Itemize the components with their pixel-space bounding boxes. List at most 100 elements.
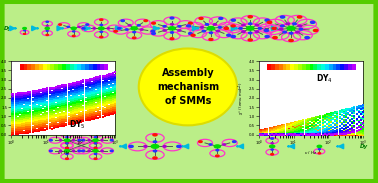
Point <box>339 126 345 129</box>
Point <box>343 110 349 113</box>
Point <box>271 133 277 136</box>
Point <box>324 133 330 136</box>
Circle shape <box>287 27 295 30</box>
Point <box>36 109 42 112</box>
Point <box>89 99 95 102</box>
Point <box>313 133 319 136</box>
Point <box>318 124 324 127</box>
Point <box>356 130 362 133</box>
Point <box>345 126 351 129</box>
Point <box>15 97 21 100</box>
Point <box>70 111 76 114</box>
Circle shape <box>318 153 321 154</box>
Point <box>91 78 97 81</box>
Point <box>57 90 63 93</box>
Point <box>49 107 55 110</box>
Point <box>19 130 25 133</box>
Point <box>61 102 67 105</box>
Point <box>341 131 347 134</box>
Point <box>296 133 302 136</box>
Point <box>68 102 74 105</box>
Point <box>332 118 338 121</box>
Point <box>70 81 76 84</box>
Point <box>324 131 330 134</box>
Point <box>44 104 50 107</box>
Point <box>326 133 332 136</box>
Point <box>356 106 362 109</box>
Point <box>12 105 19 108</box>
Circle shape <box>72 35 75 37</box>
Point <box>294 129 300 132</box>
Circle shape <box>121 20 124 22</box>
Point <box>319 133 325 136</box>
Point <box>49 110 55 113</box>
Point <box>345 133 351 136</box>
Point <box>296 121 302 124</box>
Point <box>53 111 59 114</box>
Point <box>36 98 42 101</box>
Point <box>279 133 285 136</box>
Point <box>292 122 298 125</box>
Bar <box>333 64 336 70</box>
Point <box>95 85 101 88</box>
Point <box>275 128 281 131</box>
Point <box>19 112 25 115</box>
Point <box>339 118 345 121</box>
Point <box>358 122 364 124</box>
Point <box>61 109 67 112</box>
Point <box>284 133 290 136</box>
Point <box>352 106 358 109</box>
Point <box>32 92 38 94</box>
Point <box>336 128 342 131</box>
Point <box>34 121 40 124</box>
Circle shape <box>65 142 68 144</box>
Point <box>49 125 55 128</box>
Bar <box>313 64 317 70</box>
Point <box>87 113 93 116</box>
Point <box>336 133 342 136</box>
Point <box>341 130 347 133</box>
Point <box>284 133 290 136</box>
Point <box>82 86 88 89</box>
Point <box>61 117 67 120</box>
Point <box>72 116 78 119</box>
Point <box>328 126 334 129</box>
Circle shape <box>199 17 203 19</box>
Point <box>328 129 334 132</box>
Circle shape <box>199 141 202 143</box>
Point <box>44 117 50 119</box>
Point <box>262 132 268 135</box>
Point <box>102 92 108 95</box>
Point <box>64 98 70 101</box>
Point <box>89 103 95 106</box>
Point <box>93 113 99 116</box>
Point <box>307 133 313 136</box>
Point <box>89 94 95 96</box>
Point <box>326 123 332 126</box>
Circle shape <box>138 25 140 26</box>
Point <box>339 109 345 112</box>
Point <box>273 133 279 136</box>
Circle shape <box>189 22 192 24</box>
Point <box>352 121 358 124</box>
Point <box>87 105 93 108</box>
Point <box>17 119 23 122</box>
Point <box>353 133 359 136</box>
Point <box>290 126 296 129</box>
Point <box>315 133 321 136</box>
Point <box>319 114 325 117</box>
Point <box>286 123 292 126</box>
Point <box>345 129 351 132</box>
Point <box>360 133 366 136</box>
Point <box>349 132 355 135</box>
Circle shape <box>242 31 245 32</box>
Point <box>305 133 311 136</box>
Point <box>12 111 19 113</box>
Point <box>339 122 345 125</box>
Point <box>281 133 287 136</box>
Point <box>57 114 63 117</box>
Point <box>358 111 364 114</box>
Point <box>339 133 345 136</box>
Point <box>313 133 319 136</box>
Point <box>335 130 341 133</box>
